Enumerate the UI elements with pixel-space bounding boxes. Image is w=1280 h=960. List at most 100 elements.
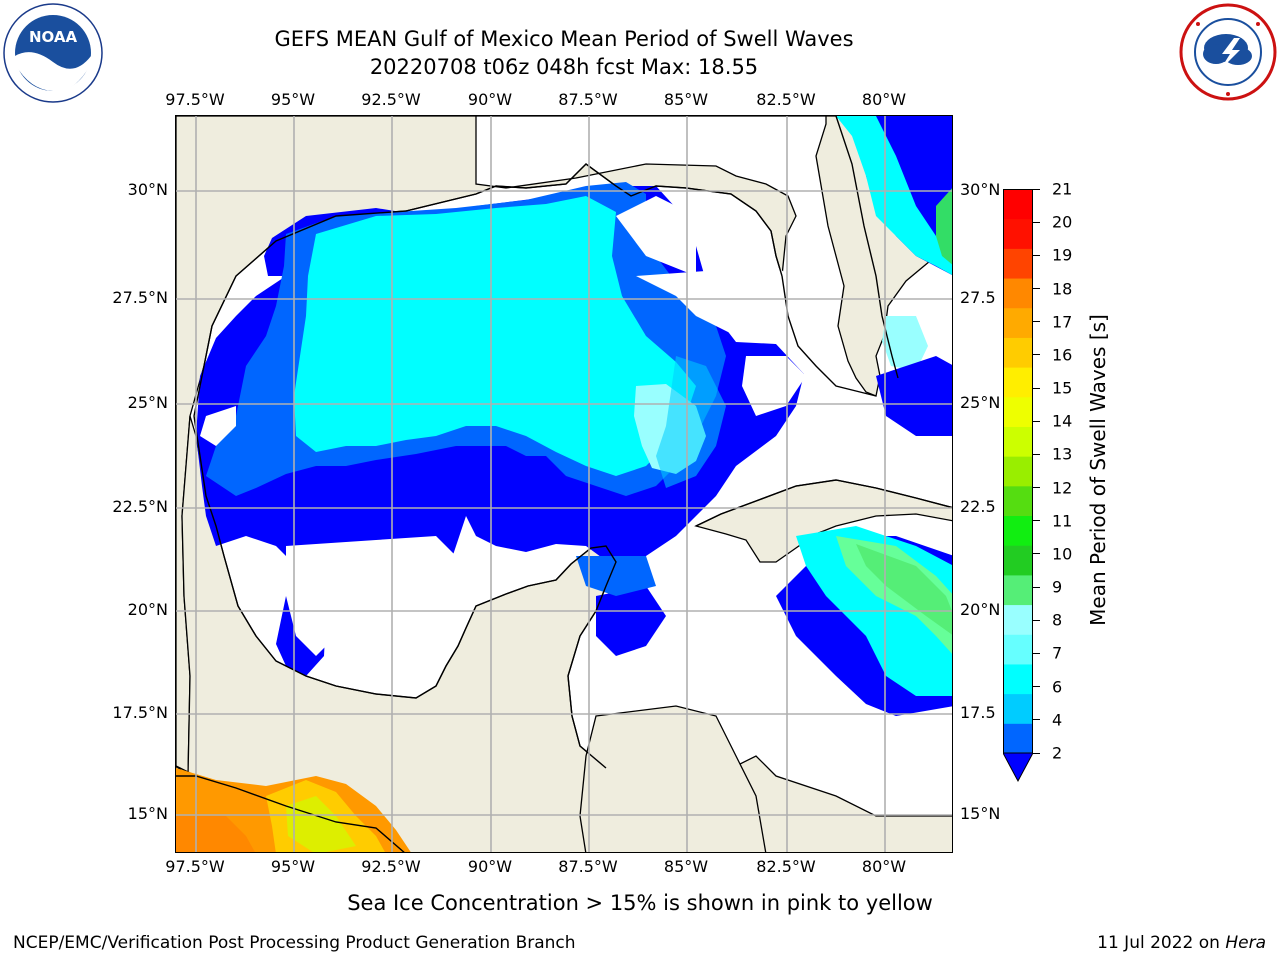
colorbar-tick-mark: [1033, 188, 1040, 190]
lat-label-left: 15°N: [127, 804, 168, 823]
colorbar-segment: [1003, 604, 1033, 635]
colorbar-tick-label: 4: [1052, 710, 1063, 730]
colorbar-tick-mark: [1033, 453, 1040, 455]
chart-subtitle: 20220708 t06z 048h fcst Max: 18.55: [369, 55, 759, 79]
colorbar-tick-mark: [1033, 586, 1040, 588]
colorbar-segment: [1003, 723, 1033, 754]
colorbar-tick-label: 9: [1052, 577, 1063, 597]
colorbar-tick-mark: [1033, 354, 1040, 356]
lon-label-top: 87.5°W: [558, 90, 618, 109]
colorbar-tick-mark: [1033, 719, 1040, 721]
noaa-logo: NOAA: [2, 2, 104, 104]
lon-label-top: 80°W: [861, 90, 907, 109]
footer-host: Hera: [1225, 933, 1266, 953]
lon-label-top: 97.5°W: [165, 90, 225, 109]
colorbar-tick-mark: [1033, 221, 1040, 223]
lat-label-left: 17.5°N: [112, 703, 168, 722]
colorbar-segment: [1003, 693, 1033, 724]
colorbar-tick-label: 8: [1052, 610, 1063, 630]
colorbar-tick-mark: [1033, 652, 1040, 654]
colorbar-tick-label: 16: [1052, 345, 1073, 365]
lat-label-right: 20°N: [960, 600, 1001, 619]
lon-label-bottom: 92.5°W: [361, 857, 421, 876]
nws-logo: [1178, 2, 1278, 102]
colorbar-tick-label: 19: [1052, 245, 1073, 265]
chart-title: GEFS MEAN Gulf of Mexico Mean Period of …: [274, 27, 854, 51]
lon-label-top: 90°W: [467, 90, 513, 109]
colorbar-tick-label: 13: [1052, 444, 1073, 464]
colorbar-tick-label: 21: [1052, 179, 1073, 199]
footer-credit: NCEP/EMC/Verification Post Processing Pr…: [13, 933, 576, 953]
lon-label-bottom: 87.5°W: [558, 857, 618, 876]
lon-label-top: 85°W: [663, 90, 709, 109]
colorbar-tick-label: 17: [1052, 312, 1073, 332]
colorbar-segment: [1003, 515, 1033, 546]
map-canvas: [176, 116, 952, 852]
colorbar-tick-label: 15: [1052, 378, 1073, 398]
colorbar-tick-mark: [1033, 420, 1040, 422]
sea-ice-note: Sea Ice Concentration > 15% is shown in …: [347, 891, 933, 915]
colorbar-tick-label: 18: [1052, 279, 1073, 299]
colorbar-segment: [1003, 367, 1033, 398]
colorbar-tick-label: 7: [1052, 643, 1063, 663]
lon-label-top: 92.5°W: [361, 90, 421, 109]
lon-label-bottom: 95°W: [270, 857, 316, 876]
colorbar-tick-label: 12: [1052, 478, 1073, 498]
colorbar-segment: [1003, 278, 1033, 309]
lat-label-left: 20°N: [127, 600, 168, 619]
lat-label-right: 27.5: [960, 288, 996, 307]
swell-field: [196, 116, 952, 716]
lon-label-top: 95°W: [270, 90, 316, 109]
lat-label-right: 17.5: [960, 703, 996, 722]
colorbar-segment: [1003, 574, 1033, 606]
colorbar-segment: [1003, 218, 1033, 249]
colorbar-tick-label: 6: [1052, 677, 1063, 697]
lon-label-bottom: 82.5°W: [756, 857, 816, 876]
lat-label-right: 22.5: [960, 497, 996, 516]
lat-label-right: 15°N: [960, 804, 1001, 823]
colorbar-segment: [1003, 545, 1033, 576]
lat-label-right: 25°N: [960, 393, 1001, 412]
colorbar-segment: [1003, 485, 1033, 517]
lat-label-left: 22.5°N: [112, 497, 168, 516]
colorbar-tick-label: 11: [1052, 511, 1073, 531]
colorbar-segment: [1003, 634, 1033, 665]
lat-label-left: 30°N: [127, 180, 168, 199]
colorbar-segment: [1003, 426, 1033, 457]
footer-date: 11 Jul 2022 on Hera: [1097, 933, 1266, 953]
colorbar-tick-label: 14: [1052, 411, 1073, 431]
lat-label-right: 30°N: [960, 180, 1001, 199]
colorbar-border: [1003, 189, 1033, 754]
colorbar-extend: [1003, 752, 1033, 783]
lat-label-left: 27.5°N: [112, 288, 168, 307]
lon-label-bottom: 80°W: [861, 857, 907, 876]
lon-label-top: 82.5°W: [756, 90, 816, 109]
colorbar-tick-mark: [1033, 619, 1040, 621]
lat-label-left: 25°N: [127, 393, 168, 412]
footer-date-text: 11 Jul 2022 on: [1097, 933, 1226, 953]
colorbar-tick-mark: [1033, 686, 1040, 688]
colorbar-segment: [1003, 456, 1033, 487]
colorbar-segment: [1003, 307, 1033, 338]
colorbar-segment: [1003, 663, 1033, 695]
graticule: [176, 116, 952, 852]
colorbar-tick-mark: [1033, 752, 1040, 754]
map-panel: [175, 115, 953, 853]
colorbar-tick-mark: [1033, 254, 1040, 256]
colorbar-tick-mark: [1033, 487, 1040, 489]
colorbar-tick-label: 2: [1052, 743, 1063, 763]
svg-text:NOAA: NOAA: [29, 28, 78, 46]
lon-label-bottom: 97.5°W: [165, 857, 225, 876]
lon-label-bottom: 90°W: [467, 857, 513, 876]
colorbar-tick-mark: [1033, 288, 1040, 290]
colorbar-segment: [1003, 337, 1033, 368]
colorbar-tick-label: 20: [1052, 212, 1073, 232]
colorbar-tick-label: 10: [1052, 544, 1073, 564]
colorbar-segment: [1003, 248, 1033, 279]
colorbar-tick-mark: [1033, 520, 1040, 522]
colorbar: [1003, 189, 1033, 783]
colorbar-tick-mark: [1033, 387, 1040, 389]
colorbar-label: Mean Period of Swell Waves [s]: [1086, 314, 1110, 626]
colorbar-segment: [1003, 396, 1033, 427]
colorbar-tick-mark: [1033, 321, 1040, 323]
